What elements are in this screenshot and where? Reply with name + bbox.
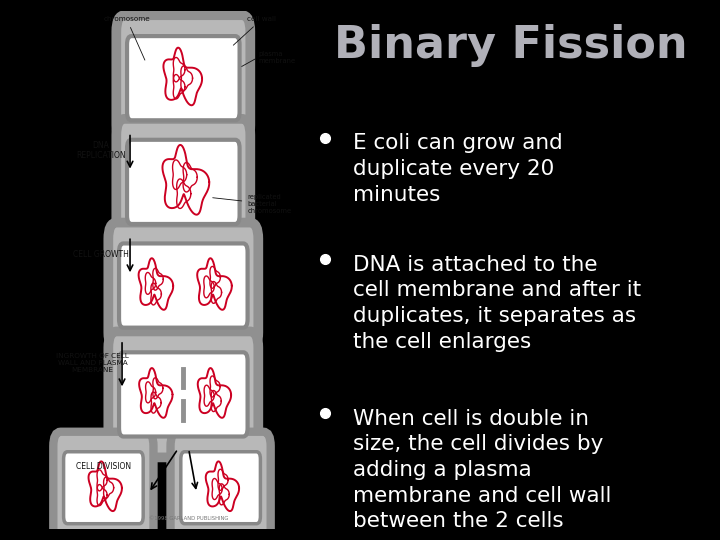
Text: replicated
bacterial
chromosome: replicated bacterial chromosome [212, 194, 292, 214]
FancyBboxPatch shape [63, 452, 143, 524]
FancyBboxPatch shape [119, 244, 248, 328]
FancyBboxPatch shape [181, 452, 261, 524]
Text: INGROWTH OF CELL
WALL AND PLASMA
MEMBRANE: INGROWTH OF CELL WALL AND PLASMA MEMBRAN… [56, 353, 129, 373]
FancyBboxPatch shape [117, 15, 251, 141]
FancyBboxPatch shape [117, 119, 251, 245]
Text: chromosome: chromosome [104, 16, 150, 60]
Text: DNA is attached to the
cell membrane and after it
duplicates, it separates as
th: DNA is attached to the cell membrane and… [353, 255, 641, 352]
Text: cell wall: cell wall [233, 16, 276, 45]
Text: CELL DIVISION: CELL DIVISION [76, 462, 131, 471]
FancyBboxPatch shape [127, 36, 240, 120]
Text: ©1998 GARLAND PUBLISHING: ©1998 GARLAND PUBLISHING [149, 516, 228, 522]
Text: CELL GROWTH: CELL GROWTH [73, 250, 129, 259]
Text: E coli can grow and
duplicate every 20
minutes: E coli can grow and duplicate every 20 m… [353, 133, 562, 205]
Text: DNA
REPLICATION: DNA REPLICATION [76, 141, 125, 160]
FancyBboxPatch shape [108, 332, 258, 457]
FancyBboxPatch shape [108, 222, 258, 348]
FancyBboxPatch shape [171, 432, 271, 540]
Text: Binary Fission: Binary Fission [334, 24, 688, 68]
FancyBboxPatch shape [119, 352, 248, 436]
FancyBboxPatch shape [53, 432, 153, 540]
Text: plasma
membrane: plasma membrane [258, 51, 295, 64]
Text: When cell is double in
size, the cell divides by
adding a plasma
membrane and ce: When cell is double in size, the cell di… [353, 409, 611, 531]
FancyBboxPatch shape [127, 140, 240, 224]
